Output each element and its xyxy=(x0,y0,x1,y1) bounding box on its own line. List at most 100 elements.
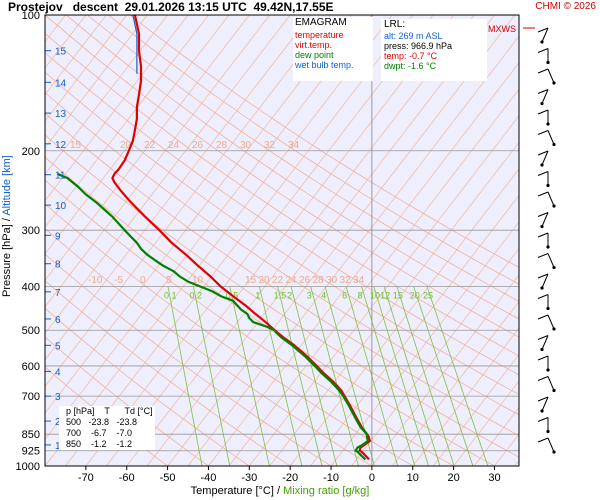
wind-barb xyxy=(537,335,549,352)
copyright-link[interactable]: CHMI © 2026 xyxy=(535,1,596,12)
isotherm-line xyxy=(167,15,516,466)
mixing-ratio-line xyxy=(383,286,441,466)
isotherm-line xyxy=(45,15,107,96)
wind-barb-dot xyxy=(552,265,556,270)
theta-label: 22 xyxy=(144,140,156,151)
wind-barb-staff xyxy=(547,253,555,268)
lrl-title: LRL: xyxy=(384,19,406,30)
legend-item-virt-temp: virt.temp. xyxy=(295,40,333,50)
wind-barb-staff xyxy=(541,150,549,166)
isotherm-line xyxy=(556,15,600,466)
dry-adiabat-line xyxy=(65,15,519,320)
altitude-tick-label: 10 xyxy=(55,201,67,212)
mixing-ratio-label: 15 xyxy=(393,291,403,301)
isotherm-line xyxy=(45,15,230,255)
wind-barb-flag xyxy=(537,396,549,402)
ylabel-sep: / xyxy=(1,218,13,222)
wind-barb xyxy=(537,273,549,290)
wind-barb-dot xyxy=(540,101,544,106)
temperature-tick-label: -40 xyxy=(200,472,216,484)
wind-barb-flag xyxy=(537,253,549,258)
wind-barbs xyxy=(523,27,556,454)
wind-barb-dot xyxy=(546,245,550,249)
isotherm-line xyxy=(514,460,519,466)
mixing-ratio-line xyxy=(373,286,429,466)
isotherm-line xyxy=(576,15,600,466)
wind-barb-dot xyxy=(552,81,556,85)
wind-barb-flag xyxy=(537,273,549,279)
isotherm-line xyxy=(432,354,519,466)
wind-barb-dot xyxy=(546,429,550,434)
legend-title: EMAGRAM xyxy=(295,17,347,28)
mixing-ratio-label: 2 xyxy=(287,291,292,301)
dry-adiabat-line xyxy=(45,32,519,357)
wind-barb-dot xyxy=(540,347,544,352)
wind-barb xyxy=(537,417,550,434)
wind-barb xyxy=(537,89,549,106)
lrl-temp: temp: -0.7 °C xyxy=(384,51,438,61)
theta-label: 34 xyxy=(353,275,365,286)
wind-barb-staff xyxy=(541,212,549,227)
wind-barb-dot xyxy=(546,60,550,65)
axes: 1002003004005006007008509251000123456789… xyxy=(16,10,520,484)
lrl-press: press: 966.9 hPa xyxy=(384,41,453,51)
mixing-ratio-line xyxy=(229,286,270,466)
wind-barb-flag xyxy=(537,191,549,197)
wind-barb-flag xyxy=(537,335,549,340)
legend-item-wet-bulb: wet bulb temp. xyxy=(295,60,354,70)
wind-barb-flag xyxy=(537,417,549,422)
wind-barb-flag xyxy=(537,232,549,238)
theta-label: 24 xyxy=(286,275,298,286)
wind-barb-dot xyxy=(552,327,556,331)
wind-barb xyxy=(537,232,550,249)
wind-barb-flag xyxy=(537,437,549,443)
mixing-ratio-label: 6 xyxy=(342,291,347,301)
wind-barb-dot xyxy=(540,409,544,413)
potential-temp-labels: 15 20 22 24 26 28 30 32 34-10 -5 0 5 10 15 20 22 24 26 28 3… xyxy=(70,140,365,286)
mixing-ratio-label: 3 xyxy=(307,291,312,301)
isotherm-line xyxy=(45,15,393,466)
pressure-tick-label: 1000 xyxy=(16,461,40,473)
wind-barb-flag xyxy=(537,48,549,53)
wind-barb xyxy=(537,376,556,393)
wind-barb-flag xyxy=(537,314,549,320)
theta-label: 32 xyxy=(340,275,352,286)
dry-adiabat-line xyxy=(45,71,519,395)
isotherm-line xyxy=(351,247,519,466)
isotherm-line xyxy=(45,15,332,387)
wind-barb-staff xyxy=(547,130,555,145)
wind-barb-flag xyxy=(537,130,549,135)
wind-barb xyxy=(537,130,556,147)
temperature-tick-label: 10 xyxy=(407,472,419,484)
isotherm-line xyxy=(45,15,209,228)
isotherm-line xyxy=(310,194,519,466)
temperature-tick-label: -60 xyxy=(119,472,135,484)
theta-label: 30 xyxy=(240,140,252,151)
wind-barb xyxy=(537,27,549,44)
mixing-ratio-label: 12 xyxy=(380,291,390,301)
x-axis-label: Temperature [°C] / Mixing ratio [g/kg] xyxy=(150,485,410,497)
mixing-ratio-label: 10 xyxy=(370,291,380,301)
pressure-tick-label: 925 xyxy=(22,446,40,458)
wind-barb-staff xyxy=(541,89,549,104)
theta-label: 20 xyxy=(259,275,271,286)
mixing-ratio-label: 25 xyxy=(423,291,433,301)
temperature-tick-label: -30 xyxy=(241,472,257,484)
mixing-ratio-line xyxy=(290,286,338,466)
wind-barb xyxy=(537,171,550,188)
isotherm-line xyxy=(45,15,311,361)
lrl-dwpt: dwpt: -1.6 °C xyxy=(384,61,437,71)
pressure-table: p [hPa] T Td [°C] 500 -23.8 -23.8 700 -6… xyxy=(59,406,155,450)
pressure-tick-label: 100 xyxy=(22,10,40,22)
isotherm-line xyxy=(392,300,519,466)
theta-label: 10 xyxy=(192,275,204,286)
wind-barb-flag xyxy=(537,150,549,156)
altitude-tick-label: 12 xyxy=(55,140,67,151)
altitude-tick-label: 6 xyxy=(55,315,61,326)
temperature-tick-label: 30 xyxy=(488,472,500,484)
altitude-tick-label: 15 xyxy=(55,47,67,58)
wind-barb xyxy=(537,314,556,331)
chart-title: Prostejov descent 29.01.2026 13:15 UTC 4… xyxy=(8,0,334,14)
isotherm-line xyxy=(45,15,250,281)
dry-adiabat-line xyxy=(45,52,519,376)
